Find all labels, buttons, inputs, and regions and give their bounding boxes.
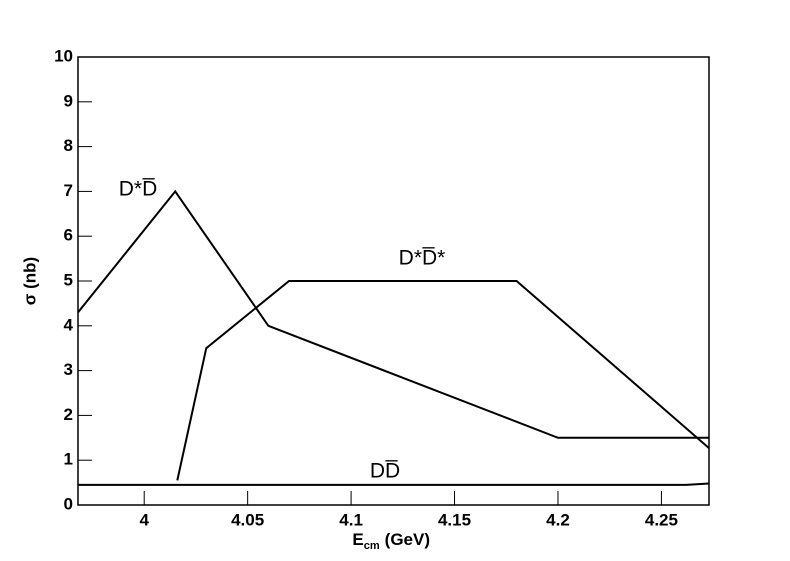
x-title-sub: cm [364, 540, 380, 552]
x-tick-label: 4.15 [438, 510, 471, 529]
y-tick-label: 5 [64, 270, 73, 289]
y-axis-title: σ (nb) [20, 257, 39, 305]
y-tick-label: 4 [64, 315, 74, 334]
x-tick-label: 4.2 [546, 510, 570, 529]
y-tick-label: 8 [64, 136, 73, 155]
x-axis-title: Ecm (GeV) [352, 530, 430, 551]
series-line [77, 189, 709, 439]
x-tick-label: 4 [139, 510, 149, 529]
x-title-rest: (GeV) [385, 530, 430, 549]
series-line [78, 482, 710, 486]
y-tick-label: 3 [64, 360, 73, 379]
x-tick-label: 4.05 [231, 510, 264, 529]
y-tick-label: 9 [64, 91, 73, 110]
y-tick-label: 0 [64, 494, 73, 513]
x-tick-label: 4.25 [645, 510, 678, 529]
x-tick-label: 4.1 [339, 510, 363, 529]
y-tick-label: 1 [64, 450, 73, 469]
y-tick-label: 6 [64, 226, 73, 245]
series-line [176, 280, 710, 481]
y-tick-label: 2 [64, 405, 73, 424]
series-label: D*D̅* [399, 247, 446, 270]
x-title-main: E [352, 530, 363, 549]
y-tick-label: 10 [54, 46, 73, 65]
series-label: D*D̅ [119, 178, 158, 201]
y-tick-label: 7 [64, 181, 73, 200]
series-label: DD̅ [370, 460, 400, 483]
